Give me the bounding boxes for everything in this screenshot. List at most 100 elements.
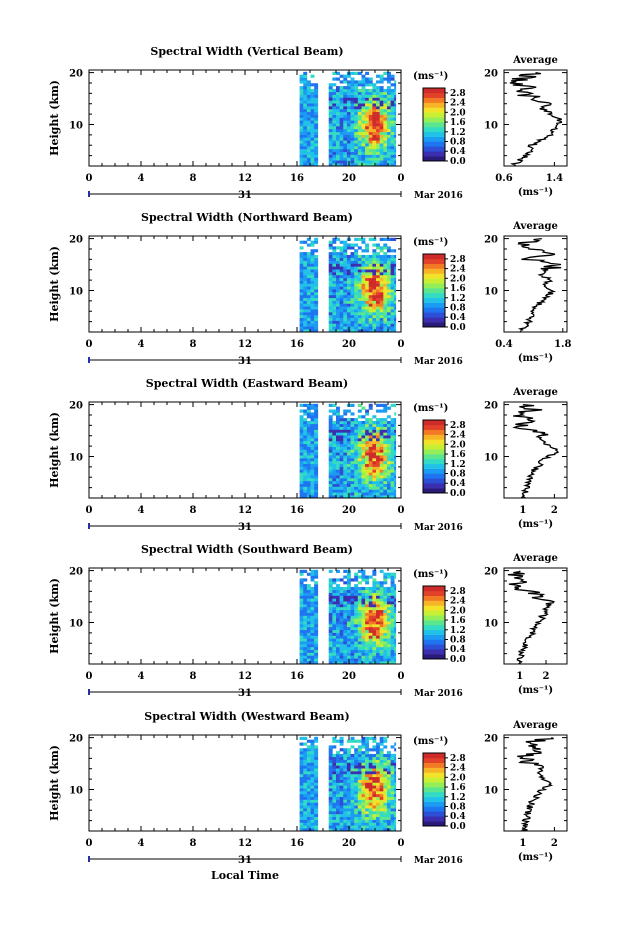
heatmap-cell bbox=[394, 572, 397, 576]
heatmap-cell bbox=[390, 446, 395, 450]
average-profile-line bbox=[517, 237, 562, 333]
heatmap-cell bbox=[357, 297, 362, 301]
heatmap-cell bbox=[339, 134, 344, 138]
heatmap-cell bbox=[343, 589, 348, 593]
colorbar-tick-label: 0.8 bbox=[450, 470, 466, 480]
heatmap-cell bbox=[303, 788, 308, 792]
heatmap-cell bbox=[303, 463, 308, 467]
heatmap-cell bbox=[357, 486, 362, 490]
heatmap-cell bbox=[314, 317, 319, 321]
heatmap-cell bbox=[361, 148, 366, 153]
heatmap-cell bbox=[299, 463, 304, 467]
heatmap-cell bbox=[372, 612, 377, 616]
heatmap-cell bbox=[383, 458, 388, 462]
heatmap-cell bbox=[365, 604, 370, 608]
heatmap-cell bbox=[368, 463, 373, 467]
heatmap-cell bbox=[383, 409, 388, 413]
heatmap-cell bbox=[332, 326, 337, 330]
heatmap-cell bbox=[365, 114, 370, 118]
heatmap-cell bbox=[350, 652, 355, 656]
heatmap-cell bbox=[365, 646, 370, 651]
heatmap-cell bbox=[386, 586, 391, 591]
heatmap-cell bbox=[361, 632, 366, 636]
heatmap-cell bbox=[339, 629, 344, 633]
heatmap-cell bbox=[299, 736, 304, 740]
heatmap-cell bbox=[376, 796, 380, 800]
heatmap-cell bbox=[306, 635, 311, 639]
heatmap-cell bbox=[361, 736, 366, 740]
heatmap-cell bbox=[328, 140, 333, 144]
heatmap-cell bbox=[299, 80, 304, 84]
heatmap-cell bbox=[368, 606, 373, 611]
heatmap-cell bbox=[357, 756, 362, 760]
heatmap-cell bbox=[386, 771, 391, 775]
heatmap-cell bbox=[361, 495, 366, 499]
heatmap-cell bbox=[332, 134, 337, 138]
heatmap-cell bbox=[368, 100, 373, 104]
heatmap-cell bbox=[386, 131, 391, 135]
heatmap-cell bbox=[372, 303, 377, 307]
heatmap-cell bbox=[350, 788, 355, 792]
heatmap-cell bbox=[350, 303, 355, 307]
heatmap-cell bbox=[357, 103, 362, 107]
heatmap-cell bbox=[328, 286, 333, 290]
heatmap-cell bbox=[339, 263, 344, 267]
heatmap-cell bbox=[328, 768, 333, 772]
heatmap-cell bbox=[299, 805, 304, 809]
heatmap-cell bbox=[368, 423, 373, 427]
heatmap-cell bbox=[306, 478, 311, 482]
heatmap-cell bbox=[310, 317, 315, 321]
heatmap-cell bbox=[328, 317, 333, 321]
heatmap-cell bbox=[368, 97, 373, 101]
heatmap-cell bbox=[343, 80, 348, 84]
heatmap-cell bbox=[394, 753, 397, 758]
heatmap-cell bbox=[339, 157, 344, 161]
heatmap-cell bbox=[386, 776, 391, 780]
heatmap-cell bbox=[299, 88, 304, 93]
heatmap-cell bbox=[394, 771, 397, 775]
heatmap-cell bbox=[328, 314, 333, 319]
heatmap-cell bbox=[332, 300, 337, 304]
heatmap-cell bbox=[361, 423, 366, 427]
heatmap-cell bbox=[332, 160, 337, 164]
heatmap-cell bbox=[390, 140, 395, 144]
heatmap-cell bbox=[303, 160, 308, 164]
heatmap-cell bbox=[350, 292, 355, 296]
heatmap-cell bbox=[376, 160, 380, 164]
heatmap-cell bbox=[336, 266, 340, 270]
y-tick-label: 10 bbox=[69, 452, 83, 463]
heatmap-cell bbox=[390, 137, 395, 141]
heatmap-cell bbox=[339, 314, 344, 319]
heatmap-cell bbox=[368, 604, 373, 608]
x-tick-label: 0 bbox=[398, 173, 405, 184]
heatmap-cell bbox=[336, 117, 340, 121]
heatmap-cell bbox=[354, 260, 359, 264]
heatmap-cell bbox=[386, 280, 391, 284]
heatmap-cell bbox=[354, 776, 359, 780]
heatmap-cell bbox=[332, 123, 337, 127]
heatmap-cell bbox=[361, 249, 366, 253]
heatmap-cell bbox=[368, 300, 373, 304]
heatmap-cell bbox=[394, 440, 397, 445]
heatmap-cell bbox=[306, 409, 311, 413]
heatmap-cell bbox=[390, 283, 395, 287]
heatmap-cell bbox=[376, 745, 380, 749]
heatmap-cell bbox=[303, 492, 308, 496]
heatmap-cell bbox=[379, 91, 384, 95]
heatmap-cell bbox=[303, 435, 308, 439]
heatmap-cell bbox=[386, 819, 391, 823]
heatmap-cell bbox=[310, 157, 315, 161]
heatmap-cell bbox=[379, 495, 384, 499]
heatmap-cell bbox=[390, 160, 395, 164]
heatmap-cell bbox=[365, 808, 370, 812]
heatmap-cell bbox=[365, 260, 370, 264]
heatmap-cell bbox=[368, 658, 373, 662]
heatmap-cell bbox=[386, 277, 391, 281]
heatmap-cell bbox=[332, 283, 337, 287]
heatmap-cell bbox=[314, 106, 319, 110]
heatmap-cell bbox=[310, 120, 315, 124]
heatmap-cell bbox=[299, 802, 304, 806]
heatmap-cell bbox=[379, 739, 384, 743]
heatmap-cell bbox=[372, 438, 377, 442]
heatmap-cell bbox=[346, 589, 351, 593]
